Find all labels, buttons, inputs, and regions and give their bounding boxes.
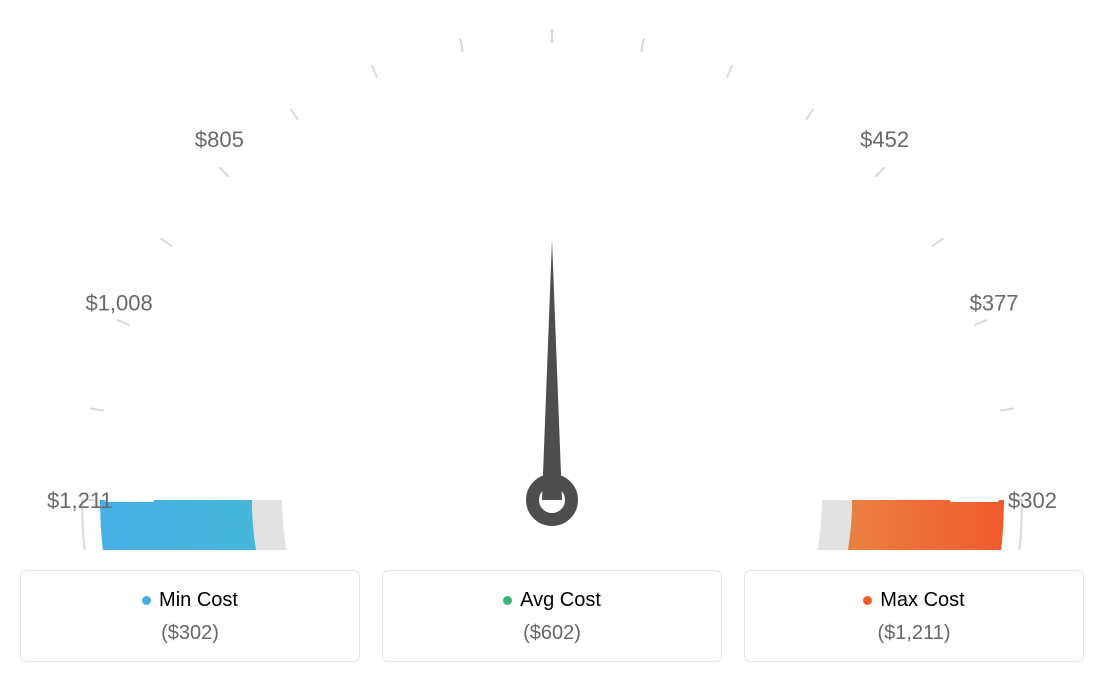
legend-card-max: Max Cost ($1,211) [744, 570, 1084, 662]
cost-gauge-chart: $302$377$452$602$805$1,008$1,211 Min Cos… [20, 20, 1084, 662]
gauge-tick-label: $1,008 [85, 291, 152, 316]
legend-dot-max [863, 596, 872, 605]
legend-row: Min Cost ($302) Avg Cost ($602) Max Cost… [20, 570, 1084, 662]
legend-value-avg: ($602) [393, 622, 711, 645]
legend-title-min: Min Cost [159, 589, 238, 612]
legend-title-max: Max Cost [880, 589, 964, 612]
gauge-svg: $302$377$452$602$805$1,008$1,211 [20, 20, 1084, 550]
gauge-tick-label: $377 [970, 291, 1019, 316]
legend-dot-avg [503, 596, 512, 605]
legend-value-min: ($302) [31, 622, 349, 645]
legend-card-avg: Avg Cost ($602) [382, 570, 722, 662]
legend-title-avg: Avg Cost [520, 589, 601, 612]
gauge-tick-label: $302 [1008, 488, 1057, 513]
legend-dot-min [142, 596, 151, 605]
gauge-tick-label: $805 [195, 127, 244, 152]
gauge-area: $302$377$452$602$805$1,008$1,211 [20, 20, 1084, 550]
gauge-tick-label: $452 [860, 127, 909, 152]
legend-card-min: Min Cost ($302) [20, 570, 360, 662]
legend-value-max: ($1,211) [755, 622, 1073, 645]
gauge-tick-label: $1,211 [47, 488, 113, 513]
